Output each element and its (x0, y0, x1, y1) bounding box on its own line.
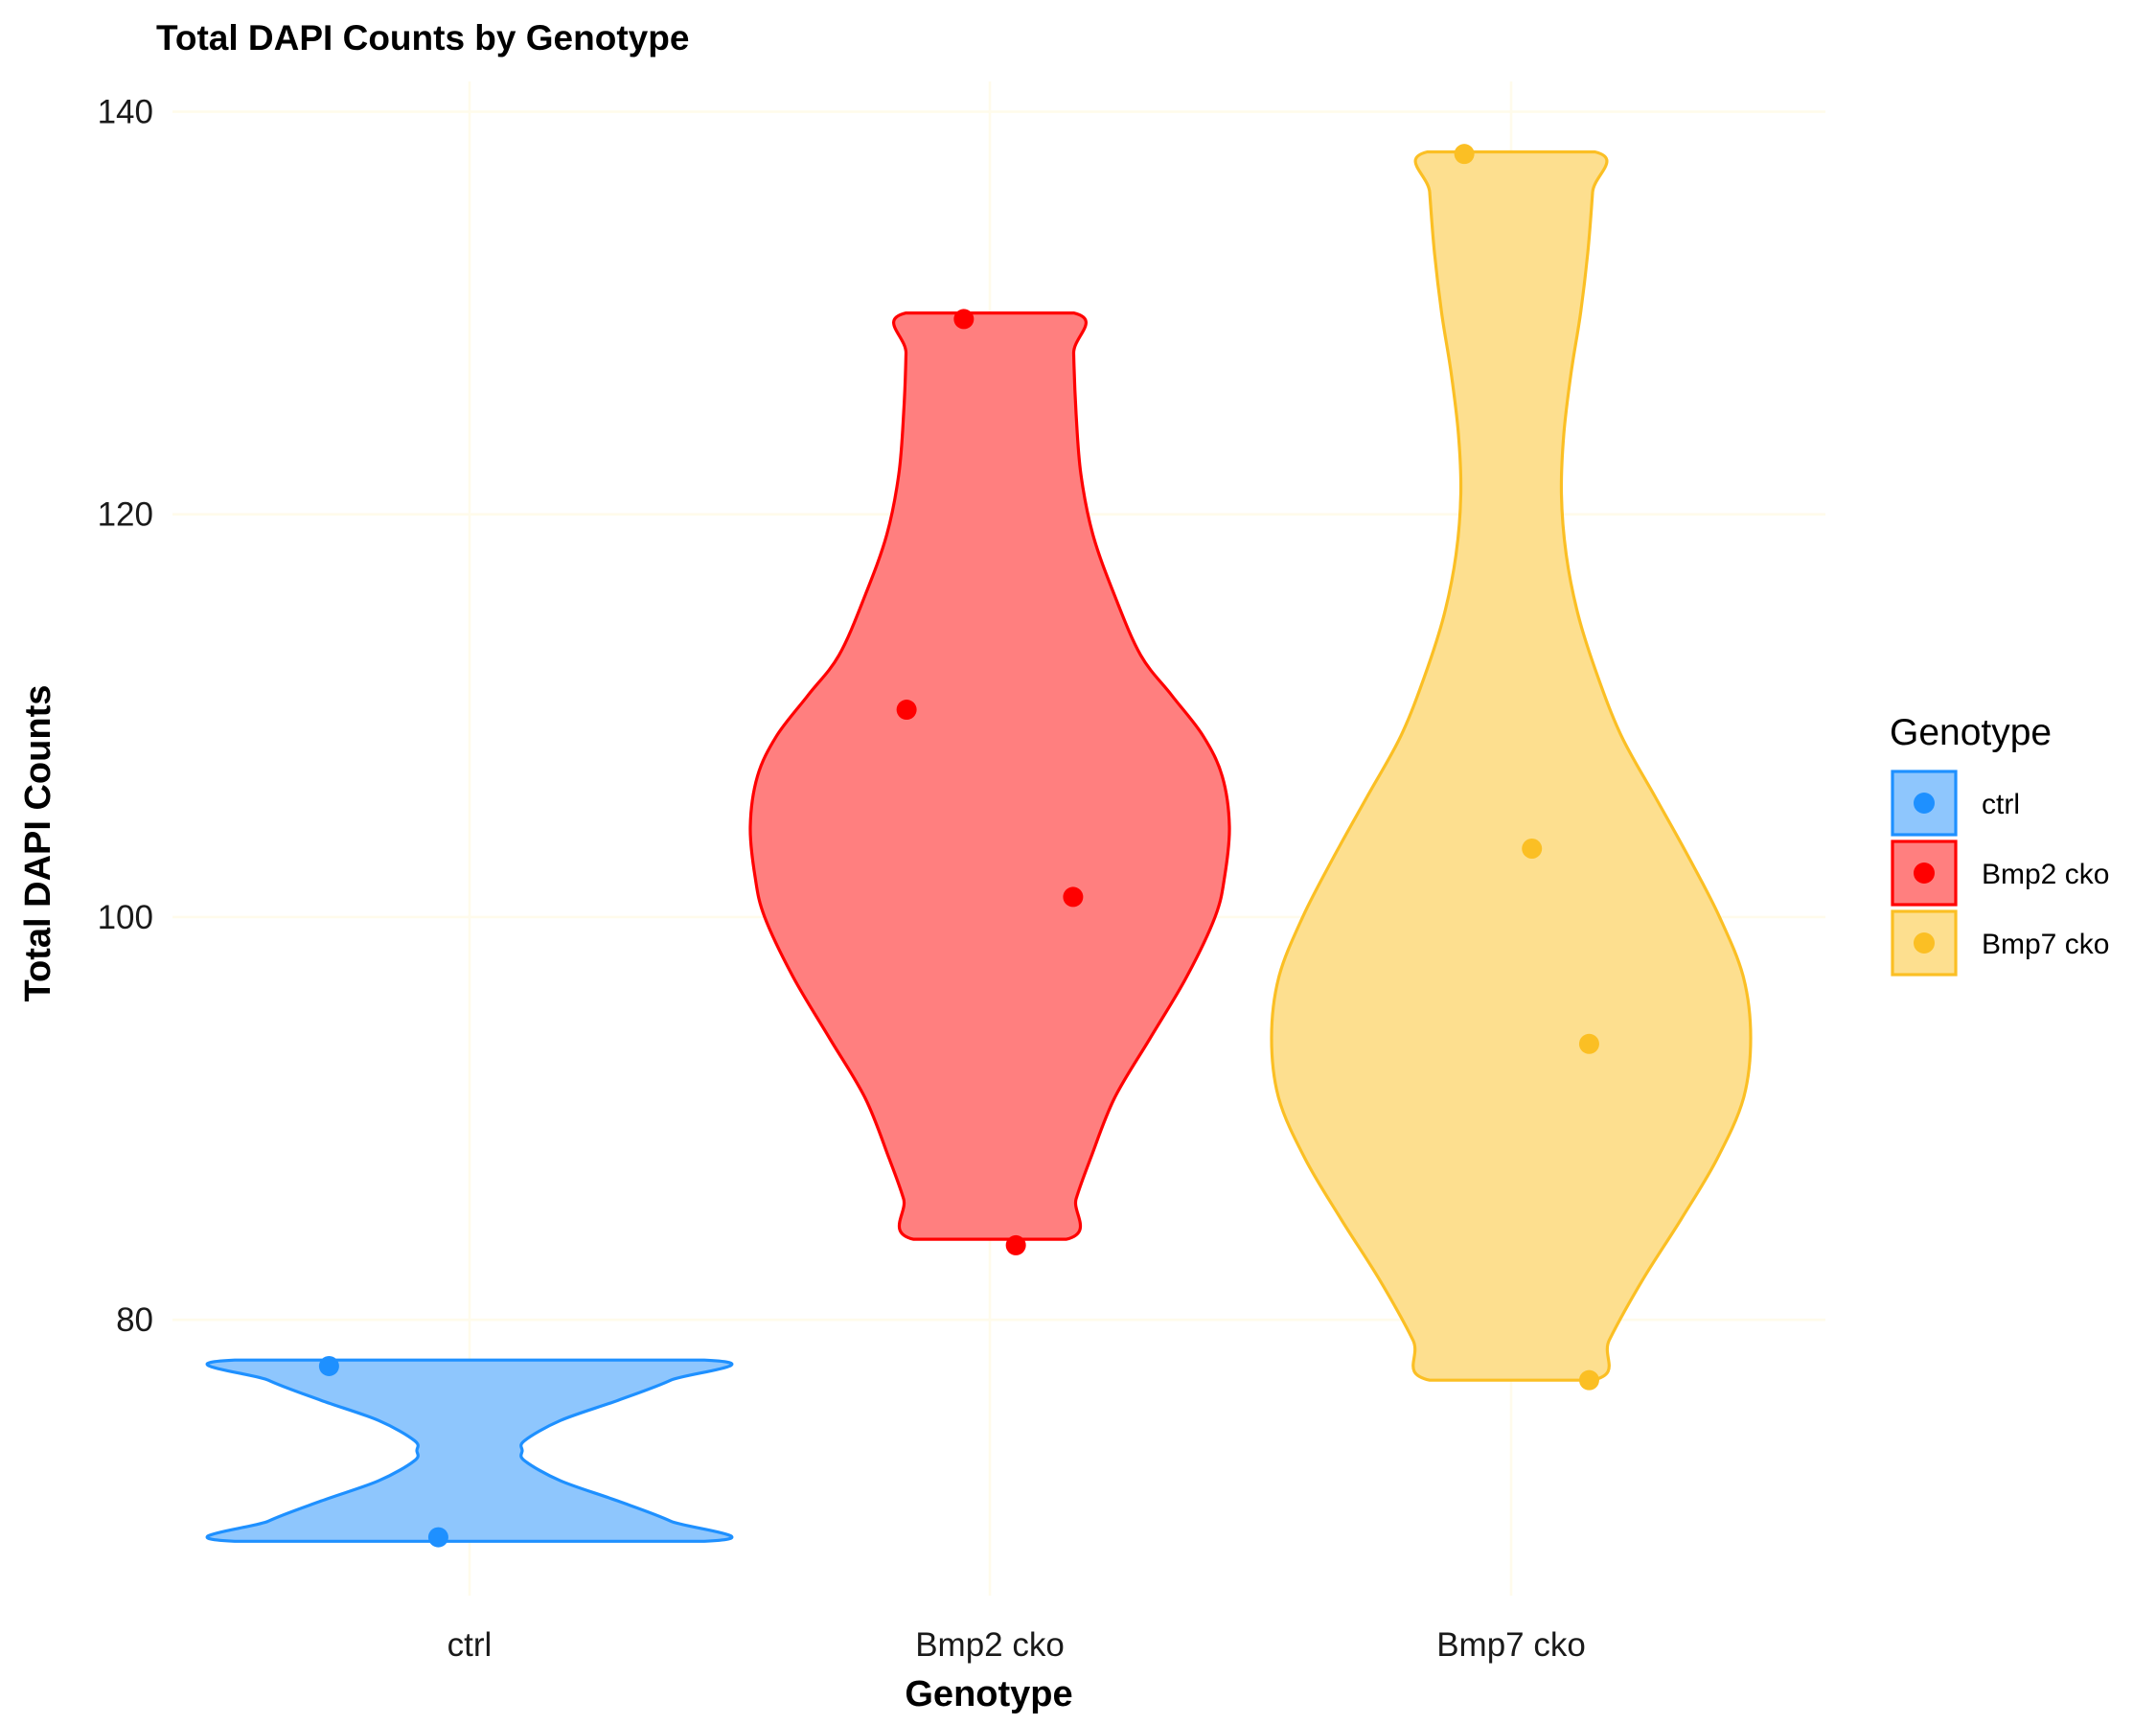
violin-ctrl (205, 1358, 734, 1543)
legend-label: Bmp7 cko (1982, 929, 2109, 960)
violin-bmp2-cko (748, 311, 1231, 1241)
data-point (1578, 1369, 1599, 1391)
violin-bmp7-cko (1270, 150, 1753, 1382)
y-axis-ticks: 80 100 120 140 (98, 94, 153, 1340)
legend-entries: ctrl Bmp2 cko Bmp7 cko (1891, 770, 2109, 977)
data-point (427, 1527, 448, 1548)
chart-title: Total DAPI Counts by Genotype (156, 18, 689, 58)
y-tick-label: 140 (98, 94, 153, 131)
data-point (1005, 1234, 1026, 1255)
violins (205, 150, 1753, 1543)
legend-point (1914, 793, 1935, 814)
x-tick-label: Bmp2 cko (915, 1626, 1065, 1664)
data-point (1522, 839, 1543, 860)
data-point (1063, 886, 1084, 908)
data-point (1454, 144, 1475, 165)
legend-point (1914, 932, 1935, 954)
data-point (896, 700, 917, 721)
y-tick-label: 80 (116, 1301, 153, 1339)
data-point (953, 309, 975, 330)
y-tick-label: 100 (98, 899, 153, 936)
y-axis-title: Total DAPI Counts (18, 685, 58, 1002)
data-point (1578, 1033, 1599, 1054)
data-points (318, 144, 1599, 1548)
legend-label: Bmp2 cko (1982, 859, 2109, 890)
legend-title: Genotype (1890, 712, 2052, 753)
data-point (318, 1355, 339, 1376)
x-tick-label: Bmp7 cko (1436, 1626, 1586, 1664)
legend-point (1914, 862, 1935, 884)
legend: Genotype ctrl Bmp2 cko Bmp7 cko (1890, 712, 2109, 977)
x-axis-title: Genotype (905, 1674, 1072, 1714)
legend-label: ctrl (1982, 789, 2020, 820)
x-tick-label: ctrl (447, 1626, 493, 1664)
y-tick-label: 120 (98, 496, 153, 534)
x-axis-ticks: ctrl Bmp2 cko Bmp7 cko (447, 1626, 1586, 1664)
